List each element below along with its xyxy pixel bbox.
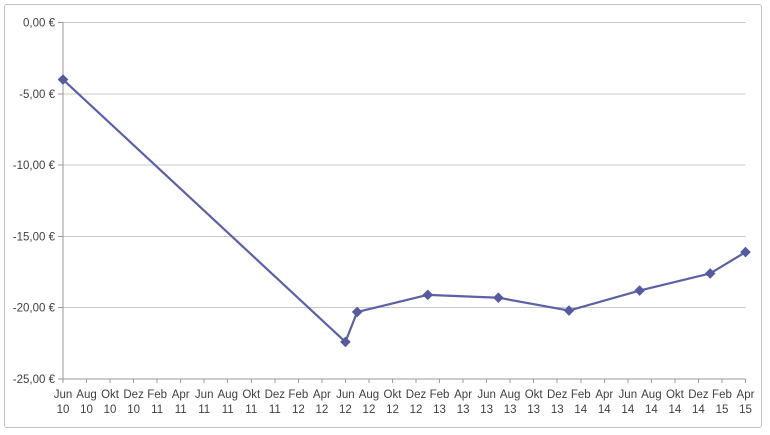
x-axis-tick-label-year: 10 (127, 404, 140, 416)
x-axis-tick-label-month: Okt (666, 389, 685, 401)
data-point-marker (340, 336, 351, 348)
x-axis-tick-label-month: Feb (571, 389, 591, 401)
x-axis-tick-label-month: Apr (454, 389, 472, 401)
x-axis-tick-label-month: Jun (477, 389, 496, 401)
x-axis-tick-label-year: 14 (692, 404, 705, 416)
x-axis-tick-label-year: 12 (292, 404, 305, 416)
y-axis-tick-label: -15,00 € (13, 231, 56, 243)
x-axis-tick-label-year: 12 (363, 404, 376, 416)
x-axis-tick-label-year: 14 (621, 404, 634, 416)
x-axis-tick-label-month: Dez (123, 389, 144, 401)
x-axis-tick-label-month: Okt (384, 389, 403, 401)
x-axis-tick-label-month: Feb (147, 389, 167, 401)
x-axis-tick-label-month: Aug (359, 389, 379, 401)
x-axis-tick-label-month: Feb (712, 389, 732, 401)
x-axis-tick-label-month: Feb (430, 389, 450, 401)
x-axis-tick-label-year: 13 (551, 404, 564, 416)
x-axis-tick-label-year: 12 (339, 404, 352, 416)
x-axis-tick-label-year: 11 (269, 404, 281, 416)
y-axis-tick-label: -20,00 € (13, 303, 56, 315)
x-axis-tick-label-month: Aug (218, 389, 238, 401)
x-axis-tick-label-month: Jun (195, 389, 214, 401)
x-axis-tick-label-year: 11 (151, 404, 163, 416)
y-axis-tick-label: -10,00 € (13, 160, 56, 172)
x-axis-tick-label-month: Aug (641, 389, 661, 401)
x-axis-tick-label-year: 13 (527, 404, 540, 416)
data-point-marker (634, 285, 645, 296)
data-point-marker (704, 268, 716, 279)
y-axis-tick-label: -25,00 € (13, 374, 56, 386)
x-axis-tick-label-year: 10 (104, 404, 117, 416)
y-axis-tick-label: -5,00 € (19, 89, 55, 101)
data-point-marker (57, 74, 69, 85)
x-axis-tick-label-month: Jun (54, 389, 73, 401)
x-axis-tick-label-month: Jun (619, 389, 638, 401)
x-axis-tick-label-month: Okt (525, 389, 544, 401)
x-axis-tick-label-month: Apr (737, 389, 755, 401)
x-axis-tick-label-month: Okt (101, 389, 120, 401)
x-axis-tick-label-month: Dez (406, 389, 427, 401)
x-axis-tick-label-year: 14 (574, 404, 587, 416)
x-axis-tick-label-month: Dez (688, 389, 709, 401)
data-point-marker (563, 305, 575, 316)
data-point-marker (740, 246, 751, 258)
x-axis-tick-label-month: Dez (265, 389, 286, 401)
x-axis-tick-label-year: 10 (57, 404, 70, 416)
x-axis-tick-label-year: 12 (315, 404, 328, 416)
x-axis-tick-label-month: Apr (313, 389, 331, 401)
x-axis-tick-label-year: 11 (222, 404, 234, 416)
x-axis-tick-label-year: 13 (433, 404, 446, 416)
data-point-marker (493, 292, 504, 304)
x-axis-tick-label-year: 15 (716, 404, 729, 416)
x-axis-tick-label-month: Apr (172, 389, 190, 401)
x-axis-tick-label-year: 11 (245, 404, 257, 416)
x-axis-tick-label-year: 12 (386, 404, 399, 416)
x-axis-tick-label-year: 14 (668, 404, 681, 416)
x-axis-tick-label-year: 13 (504, 404, 517, 416)
x-axis-tick-label-year: 12 (410, 404, 423, 416)
x-axis-tick-label-year: 13 (457, 404, 470, 416)
x-axis-tick-label-year: 11 (198, 404, 210, 416)
x-axis-tick-label-year: 14 (598, 404, 611, 416)
data-point-marker (422, 289, 434, 301)
x-axis-tick-label-year: 14 (645, 404, 658, 416)
x-axis-tick-label-year: 13 (480, 404, 493, 416)
x-axis-tick-label-year: 10 (80, 404, 93, 416)
x-axis-tick-label-year: 15 (739, 404, 752, 416)
series-line (61, 78, 747, 344)
data-point-marker (351, 306, 363, 318)
x-axis-tick-label-year: 11 (175, 404, 187, 416)
x-axis-tick-label-month: Aug (500, 389, 520, 401)
x-axis-tick-label-month: Dez (547, 389, 568, 401)
y-axis-tick-label: 0,00 € (23, 18, 56, 30)
x-axis-tick-label-month: Apr (595, 389, 613, 401)
x-axis-tick-label-month: Feb (288, 389, 308, 401)
x-axis-tick-label-month: Aug (76, 389, 96, 401)
x-axis-tick-label-month: Jun (336, 389, 355, 401)
x-axis-tick-label-month: Okt (242, 389, 261, 401)
